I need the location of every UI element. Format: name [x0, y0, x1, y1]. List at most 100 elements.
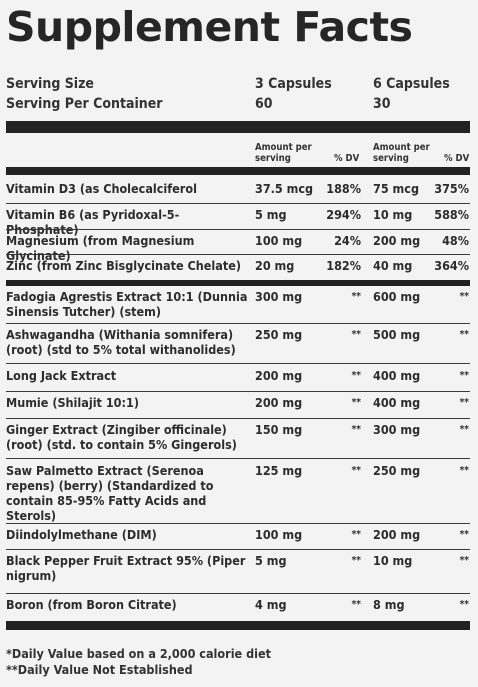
table-row: Vitamin D3 (as Cholecalciferol 37.5 mcg 18… — [6, 181, 470, 203]
row-divider — [6, 254, 470, 255]
amount-col2: 400 mg — [373, 368, 421, 383]
table-row: Magnesium (from Magnesium Glycinate) 100 … — [6, 233, 470, 263]
row-divider — [6, 458, 470, 459]
amount-col1: 20 mg — [255, 258, 295, 273]
ingredient-name: Zinc (from Zinc Bisglycinate Chelate) — [6, 258, 241, 273]
table-row: Long Jack Extract 200 mg ** 400 mg ** — [6, 368, 470, 391]
amount-col2: 8 mg — [373, 597, 405, 612]
col2-dv-header: % DV — [444, 153, 470, 164]
thick-divider — [6, 121, 470, 133]
table-row: Mumie (Shilajit 10:1) 200 mg ** 400 mg ** — [6, 395, 470, 418]
amount-col1: 5 mg — [255, 553, 287, 568]
ingredient-name: Magnesium (from Magnesium Glycinate) — [6, 233, 195, 263]
ingredient-name: Ginger Extract (Zingiber officinale) (ro… — [6, 422, 237, 452]
dv-col2: ** — [459, 555, 469, 566]
row-divider — [6, 391, 470, 392]
dv-col2: ** — [459, 370, 469, 381]
ingredient-name: Ashwagandha (Withania somnifera) (root) … — [6, 327, 236, 357]
footnote-not-established: **Daily Value Not Established — [6, 662, 193, 677]
dv-col2: ** — [459, 424, 469, 435]
serving-size-label: Serving Size — [6, 76, 94, 92]
amount-col2: 600 mg — [373, 289, 421, 304]
amount-col1: 100 mg — [255, 233, 303, 248]
dv-col2: 364% — [434, 258, 469, 273]
dv-col1: ** — [351, 555, 361, 566]
col2-servings: 30 — [373, 96, 391, 112]
dv-col1: ** — [351, 329, 361, 340]
ingredient-name: Vitamin B6 (as Pyridoxal-5-Phosphate) — [6, 207, 180, 237]
amount-col1: 100 mg — [255, 527, 303, 542]
amount-col1: 250 mg — [255, 327, 303, 342]
amount-col2: 250 mg — [373, 463, 421, 478]
table-row: Black Pepper Fruit Extract 95% (Piper ni… — [6, 553, 470, 593]
amount-col2: 40 mg — [373, 258, 413, 273]
col2-serving-size: 6 Capsules — [373, 76, 450, 92]
col1-amount-header: Amount per serving — [255, 142, 312, 164]
amount-col1: 200 mg — [255, 368, 303, 383]
dv-col2: 48% — [442, 233, 469, 248]
row-divider — [6, 203, 470, 204]
bottom-divider — [6, 621, 470, 630]
amount-col2: 400 mg — [373, 395, 421, 410]
amount-col2: 10 mg — [373, 553, 413, 568]
amount-col1: 125 mg — [255, 463, 303, 478]
row-divider — [6, 549, 470, 550]
col1-dv-header: % DV — [334, 153, 360, 164]
medium-divider — [6, 167, 470, 175]
row-divider — [6, 323, 470, 324]
dv-col2: 375% — [434, 181, 469, 196]
row-divider — [6, 593, 470, 594]
amount-col1: 200 mg — [255, 395, 303, 410]
dv-col2: 588% — [434, 207, 469, 222]
dv-col1: 182% — [326, 258, 361, 273]
dv-col2: ** — [459, 397, 469, 408]
dv-col1: ** — [351, 370, 361, 381]
dv-col2: ** — [459, 329, 469, 340]
table-row: Boron (from Boron Citrate) 4 mg ** 8 mg ** — [6, 597, 470, 619]
dv-col1: ** — [351, 397, 361, 408]
amount-col1: 5 mg — [255, 207, 287, 222]
ingredient-name: Vitamin D3 (as Cholecalciferol — [6, 181, 197, 196]
amount-col2: 200 mg — [373, 233, 421, 248]
dv-col1: ** — [351, 465, 361, 476]
amount-col2: 300 mg — [373, 422, 421, 437]
amount-col1: 300 mg — [255, 289, 303, 304]
row-divider — [6, 418, 470, 419]
ingredient-name: Saw Palmetto Extract (Serenoa repens) (b… — [6, 463, 214, 523]
footnote-daily-value: *Daily Value based on a 2,000 calorie di… — [6, 646, 271, 661]
col1-servings: 60 — [255, 96, 273, 112]
dv-col1: ** — [351, 291, 361, 302]
dv-col2: ** — [459, 599, 469, 610]
dv-col1: 24% — [334, 233, 361, 248]
medium-divider-2 — [6, 280, 470, 286]
table-row: Ashwagandha (Withania somnifera) (root) … — [6, 327, 470, 363]
ingredient-name: Black Pepper Fruit Extract 95% (Piper ni… — [6, 553, 246, 583]
amount-col2: 200 mg — [373, 527, 421, 542]
amount-col2: 500 mg — [373, 327, 421, 342]
row-divider — [6, 523, 470, 524]
dv-col2: ** — [459, 529, 469, 540]
amount-col1: 4 mg — [255, 597, 287, 612]
serving-per-container-label: Serving Per Container — [6, 96, 163, 112]
dv-col1: 294% — [326, 207, 361, 222]
dv-col2: ** — [459, 465, 469, 476]
dv-col1: ** — [351, 424, 361, 435]
dv-col1: 188% — [326, 181, 361, 196]
table-row: Diindolylmethane (DIM) 100 mg ** 200 mg ** — [6, 527, 470, 549]
ingredient-name: Boron (from Boron Citrate) — [6, 597, 177, 612]
ingredient-name: Fadogia Agrestis Extract 10:1 (Dunnia Si… — [6, 289, 248, 319]
ingredient-name: Long Jack Extract — [6, 368, 117, 383]
amount-col2: 75 mcg — [373, 181, 419, 196]
table-row: Saw Palmetto Extract (Serenoa repens) (b… — [6, 463, 470, 523]
dv-col2: ** — [459, 291, 469, 302]
ingredient-name: Mumie (Shilajit 10:1) — [6, 395, 139, 410]
amount-col1: 150 mg — [255, 422, 303, 437]
dv-col1: ** — [351, 599, 361, 610]
row-divider — [6, 363, 470, 364]
table-row: Ginger Extract (Zingiber officinale) (ro… — [6, 422, 470, 458]
amount-col1: 37.5 mcg — [255, 181, 314, 196]
col2-amount-header: Amount per serving — [373, 142, 430, 164]
col1-serving-size: 3 Capsules — [255, 76, 332, 92]
amount-col2: 10 mg — [373, 207, 413, 222]
ingredient-name: Diindolylmethane (DIM) — [6, 527, 157, 542]
